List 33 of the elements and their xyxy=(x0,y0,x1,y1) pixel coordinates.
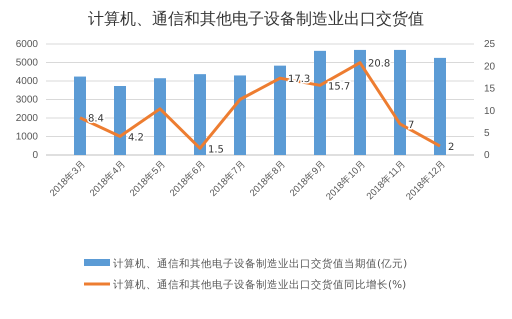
chart-title: 计算机、通信和其他电子设备制造业出口交货值 xyxy=(88,9,424,28)
data-label: 1.5 xyxy=(208,144,224,156)
bar xyxy=(234,75,246,155)
y-tick-label: 4000 xyxy=(16,76,38,88)
y-tick-label: 1000 xyxy=(16,132,38,143)
legend-label: 计算机、通信和其他电子设备制造业出口交货值当期值(亿元) xyxy=(113,257,408,270)
y2-tick-label: 20 xyxy=(484,61,496,72)
bar xyxy=(314,50,326,155)
data-label: 4.2 xyxy=(128,132,144,144)
bar xyxy=(74,76,86,155)
y-tick-label: 3000 xyxy=(16,94,38,106)
data-label: 2 xyxy=(448,142,454,154)
legend-label: 计算机、通信和其他电子设备制造业出口交货值同比增长(%) xyxy=(113,278,406,291)
data-label: 7 xyxy=(408,120,414,131)
bar xyxy=(274,66,286,155)
y-tick-label: 6000 xyxy=(16,39,38,50)
y2-tick-label: 0 xyxy=(484,150,490,162)
bar xyxy=(154,78,166,155)
y-tick-label: 5000 xyxy=(16,58,38,69)
data-label: 20.8 xyxy=(368,58,390,70)
bar xyxy=(394,50,406,155)
data-label: 15.7 xyxy=(328,81,350,92)
y2-tick-label: 5 xyxy=(484,128,490,139)
data-label: 8.4 xyxy=(88,114,104,125)
y-tick-label: 2000 xyxy=(16,113,38,124)
bar xyxy=(354,50,366,155)
y2-tick-label: 15 xyxy=(484,84,496,95)
y2-tick-label: 10 xyxy=(484,106,496,117)
bar xyxy=(434,58,446,155)
y2-tick-label: 25 xyxy=(484,39,496,50)
y-tick-label: 0 xyxy=(32,150,38,162)
bar xyxy=(114,86,126,155)
bar xyxy=(194,74,206,155)
